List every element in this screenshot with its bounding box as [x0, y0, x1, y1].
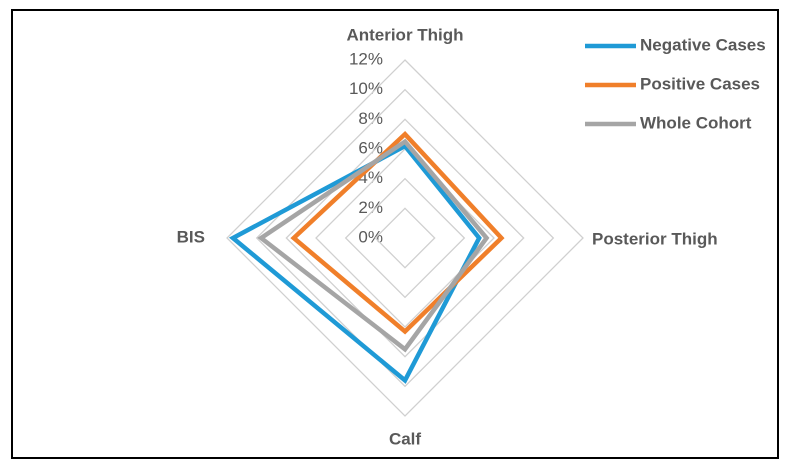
y-tick-label: 8% [358, 109, 383, 128]
chart-frame [11, 9, 779, 459]
grid-line [255, 88, 555, 388]
series-line [257, 138, 490, 353]
legend-label: Whole Cohort [640, 113, 752, 132]
legend-label: Negative Cases [640, 35, 766, 54]
y-tick-label: 10% [349, 79, 383, 98]
category-label: Posterior Thigh [592, 229, 718, 248]
grid-line [374, 207, 436, 269]
grid-line [344, 177, 466, 299]
category-label: Anterior Thigh [346, 25, 463, 44]
grid-line [285, 118, 525, 358]
y-tick-label: 6% [358, 138, 383, 157]
y-tick-label: 0% [358, 227, 383, 246]
y-tick-label: 12% [349, 49, 383, 68]
series-line [290, 130, 505, 335]
grid-line [226, 59, 584, 417]
legend-label: Positive Cases [640, 74, 760, 93]
category-label: BIS [177, 227, 205, 246]
category-label: Calf [389, 429, 421, 448]
y-tick-label: 2% [358, 198, 383, 217]
series-line [228, 143, 482, 384]
